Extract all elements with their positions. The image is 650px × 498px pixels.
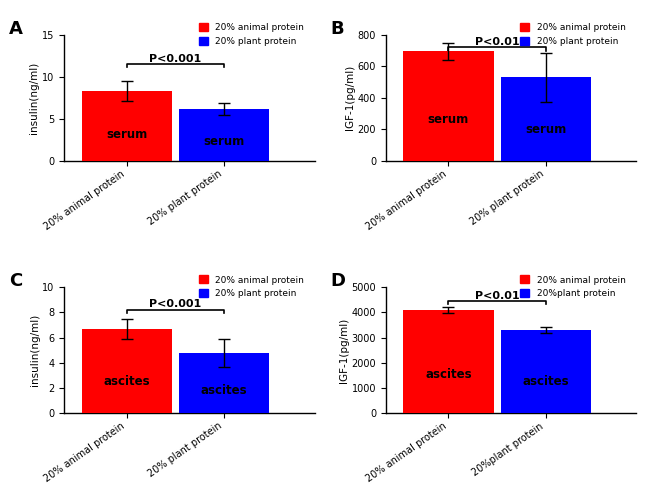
Text: A: A — [9, 20, 23, 38]
Y-axis label: IGF-1(pg/ml): IGF-1(pg/ml) — [339, 318, 348, 383]
Text: D: D — [331, 272, 346, 290]
Legend: 20% animal protein, 20% plant protein: 20% animal protein, 20% plant protein — [521, 23, 625, 46]
Text: serum: serum — [525, 123, 566, 135]
Bar — [179, 353, 269, 413]
Text: C: C — [9, 272, 23, 290]
Text: ascites: ascites — [103, 375, 150, 388]
Text: ascites: ascites — [523, 375, 569, 388]
Text: P<0.01: P<0.01 — [474, 37, 519, 47]
Bar — [403, 51, 493, 161]
Y-axis label: insulin(ng/ml): insulin(ng/ml) — [29, 314, 40, 386]
Bar — [82, 91, 172, 161]
Text: serum: serum — [428, 113, 469, 126]
Text: P<0.001: P<0.001 — [150, 54, 202, 64]
Y-axis label: insulin(ng/ml): insulin(ng/ml) — [29, 62, 40, 134]
Legend: 20% animal protein, 20% plant protein: 20% animal protein, 20% plant protein — [199, 275, 304, 298]
Text: ascites: ascites — [201, 384, 248, 397]
Legend: 20% animal protein, 20% plant protein: 20% animal protein, 20% plant protein — [199, 23, 304, 46]
Bar — [179, 109, 269, 161]
Legend: 20% animal protein, 20%plant protein: 20% animal protein, 20%plant protein — [521, 275, 625, 298]
Y-axis label: IGF-1(pg/ml): IGF-1(pg/ml) — [344, 65, 355, 130]
Bar — [403, 310, 493, 413]
Text: serum: serum — [106, 128, 148, 141]
Text: serum: serum — [203, 134, 245, 147]
Text: B: B — [331, 20, 345, 38]
Text: P<0.01: P<0.01 — [474, 290, 519, 300]
Bar — [500, 330, 591, 413]
Bar — [82, 329, 172, 413]
Bar — [500, 77, 591, 161]
Text: P<0.001: P<0.001 — [150, 299, 202, 309]
Text: ascites: ascites — [425, 368, 472, 380]
